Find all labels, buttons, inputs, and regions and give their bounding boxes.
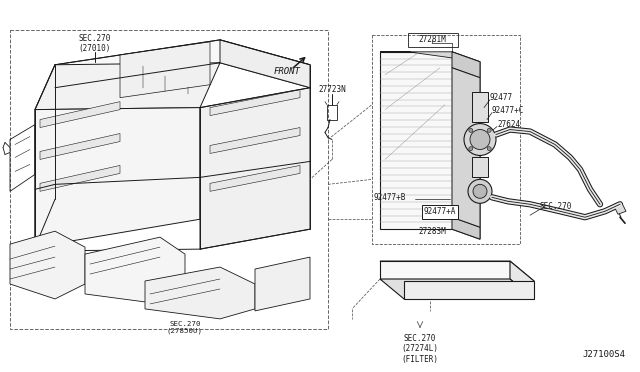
Bar [10,30,328,329]
Polygon shape [145,267,255,319]
Polygon shape [404,281,534,299]
Polygon shape [255,257,310,311]
Text: 92477+B: 92477+B [374,193,406,202]
Polygon shape [380,52,480,62]
Polygon shape [210,128,300,154]
Text: J27100S4: J27100S4 [582,350,625,359]
Text: FRONT: FRONT [273,67,300,76]
Polygon shape [380,261,534,281]
Polygon shape [210,166,300,191]
Text: SEC.270
(27274L)
(FILTER): SEC.270 (27274L) (FILTER) [401,334,438,363]
Bar [372,35,520,244]
Text: 27723N: 27723N [318,85,346,94]
Polygon shape [510,261,534,299]
Text: SEC.270
(27850U): SEC.270 (27850U) [167,321,203,334]
Polygon shape [452,68,480,227]
Polygon shape [472,157,488,177]
Polygon shape [35,63,220,110]
Circle shape [469,128,473,132]
Text: SEC.270
(27010): SEC.270 (27010) [79,34,111,53]
Polygon shape [40,102,120,128]
Polygon shape [380,52,452,229]
Text: 27281M: 27281M [418,35,446,44]
Polygon shape [35,108,200,247]
Polygon shape [452,217,480,239]
Polygon shape [220,40,310,88]
Polygon shape [85,237,185,304]
Bar [408,33,458,47]
Polygon shape [10,231,85,299]
Text: 92477+C: 92477+C [492,106,524,115]
Polygon shape [40,134,120,160]
Text: 27283M: 27283M [418,227,446,236]
Circle shape [470,129,490,150]
Polygon shape [472,92,488,122]
Text: SEC.270: SEC.270 [540,202,572,211]
Polygon shape [55,40,310,88]
Polygon shape [120,42,210,98]
Polygon shape [210,90,300,116]
Text: 92477: 92477 [490,93,513,102]
Circle shape [468,179,492,203]
Text: 27624: 27624 [497,119,520,129]
Polygon shape [452,52,480,78]
Polygon shape [380,279,534,299]
Polygon shape [452,52,480,239]
Circle shape [464,124,496,155]
Circle shape [473,185,487,198]
Polygon shape [40,166,120,191]
Text: 92477+A: 92477+A [424,207,456,216]
Polygon shape [200,88,310,249]
Circle shape [487,128,491,132]
Polygon shape [380,261,510,279]
Circle shape [469,147,473,151]
Circle shape [487,147,491,151]
Polygon shape [35,65,55,247]
Polygon shape [614,203,626,214]
